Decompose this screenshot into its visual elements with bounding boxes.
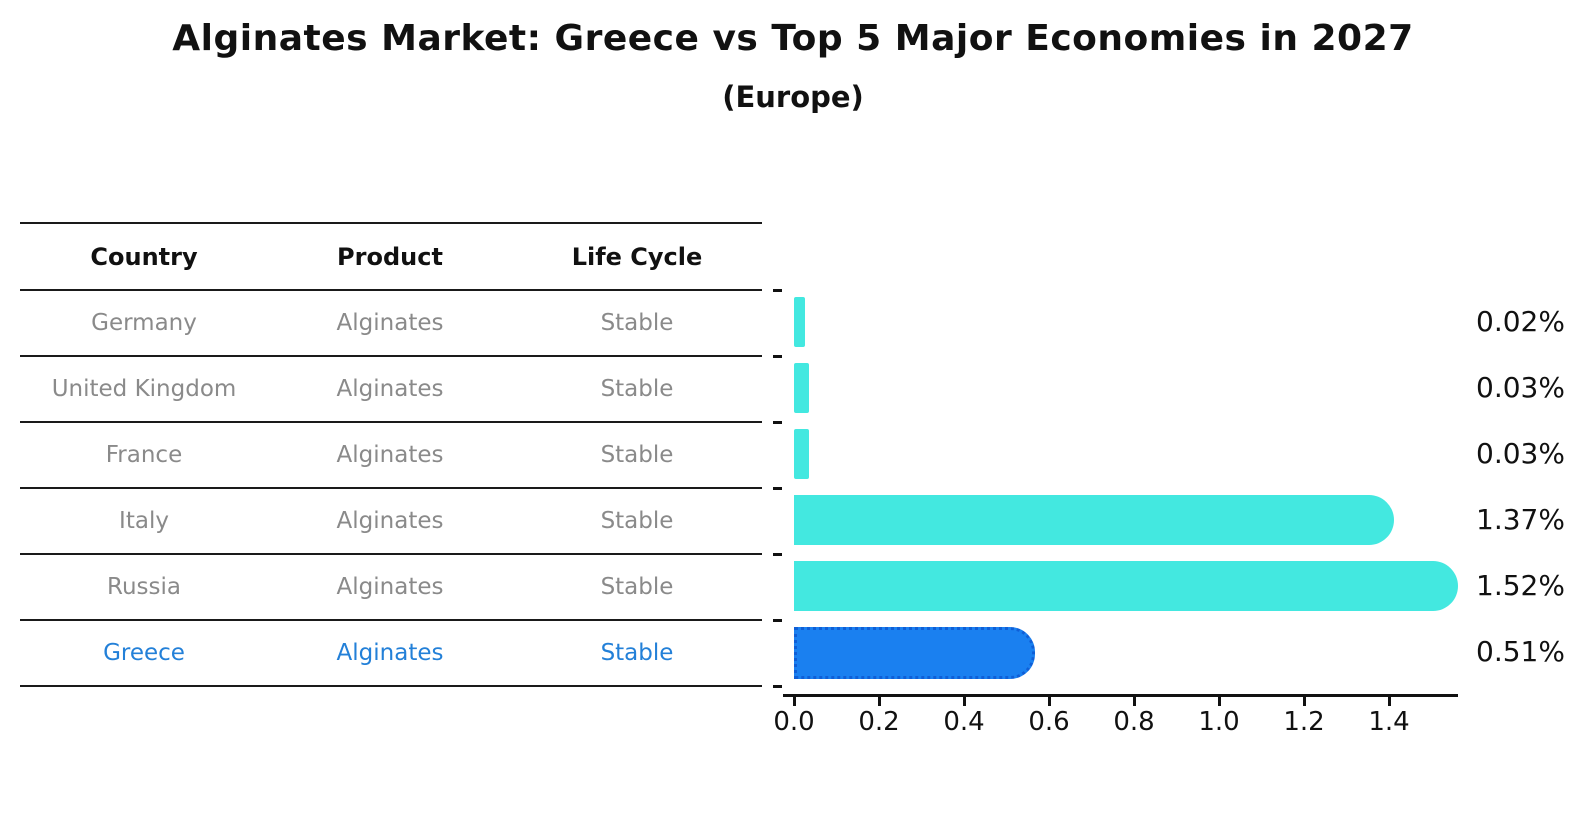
table-row-italy: Italy Alginates Stable	[20, 487, 762, 553]
x-axis-tick	[1388, 697, 1391, 706]
x-axis-tick-label: 0.6	[1028, 707, 1070, 737]
x-axis-tick	[878, 697, 881, 706]
x-axis-tick-label: 1.4	[1368, 707, 1410, 737]
product-cell: Alginates	[336, 442, 444, 468]
x-axis-tick	[963, 697, 966, 706]
x-axis-line	[783, 694, 1458, 697]
country-cell: Germany	[91, 310, 197, 336]
header-life-cycle: Life Cycle	[571, 242, 703, 271]
chart-subtitle: (Europe)	[722, 80, 864, 114]
table-header-row: Country Product Life Cycle	[20, 222, 762, 289]
table-row-russia: Russia Alginates Stable	[20, 553, 762, 619]
value-label-france: 0.03%	[1476, 437, 1565, 470]
table-row-greece: Greece Alginates Stable	[20, 619, 762, 685]
lifecycle-cell: Stable	[600, 376, 674, 402]
x-axis-tick	[1133, 697, 1136, 706]
table-row-germany: Germany Alginates Stable	[20, 289, 762, 355]
x-axis-tick-label: 0.0	[773, 707, 815, 737]
x-axis-tick-label: 0.8	[1113, 707, 1155, 737]
lifecycle-cell: Stable	[600, 640, 674, 666]
header-product: Product	[337, 242, 443, 271]
product-cell: Alginates	[336, 640, 444, 666]
product-cell: Alginates	[336, 310, 444, 336]
header-country: Country	[90, 242, 198, 271]
lifecycle-cell: Stable	[600, 574, 674, 600]
lifecycle-cell: Stable	[600, 310, 674, 336]
y-axis-tick	[773, 487, 782, 490]
bar-italy	[794, 495, 1395, 545]
country-cell: United Kingdom	[51, 376, 237, 402]
bar-united-kingdom	[794, 363, 809, 413]
country-cell: Italy	[119, 508, 169, 534]
y-axis-tick	[773, 421, 782, 424]
value-label-italy: 1.37%	[1476, 503, 1565, 536]
country-table: Country Product Life Cycle Germany Algin…	[20, 222, 762, 687]
x-axis-tick	[1218, 697, 1221, 706]
table-row-france: France Alginates Stable	[20, 421, 762, 487]
bar-france	[794, 429, 809, 479]
table-row-united-kingdom: United Kingdom Alginates Stable	[20, 355, 762, 421]
x-axis-tick	[793, 697, 796, 706]
y-axis-tick	[773, 685, 782, 688]
lifecycle-cell: Stable	[600, 508, 674, 534]
bar-germany	[794, 297, 805, 347]
x-axis-tick-label: 0.4	[943, 707, 985, 737]
value-label-russia: 1.52%	[1476, 569, 1565, 602]
value-label-united-kingdom: 0.03%	[1476, 371, 1565, 404]
x-axis-tick-label: 1.0	[1198, 707, 1240, 737]
x-axis-tick	[1303, 697, 1306, 706]
product-cell: Alginates	[336, 574, 444, 600]
value-label-germany: 0.02%	[1476, 305, 1565, 338]
bar-russia	[794, 561, 1458, 611]
country-cell: France	[105, 442, 183, 468]
y-axis-tick	[773, 289, 782, 292]
y-axis-tick	[773, 355, 782, 358]
y-axis-tick	[773, 553, 782, 556]
y-axis-tick	[773, 619, 782, 622]
country-cell: Russia	[107, 574, 181, 600]
x-axis-tick	[1048, 697, 1051, 706]
product-cell: Alginates	[336, 376, 444, 402]
product-cell: Alginates	[336, 508, 444, 534]
x-axis-tick-label: 0.2	[858, 707, 900, 737]
country-cell: Greece	[103, 640, 185, 666]
lifecycle-cell: Stable	[600, 442, 674, 468]
bar-greece	[794, 627, 1035, 679]
x-axis-tick-label: 1.2	[1283, 707, 1325, 737]
chart-title: Alginates Market: Greece vs Top 5 Major …	[172, 18, 1414, 59]
value-label-greece: 0.51%	[1476, 635, 1565, 668]
